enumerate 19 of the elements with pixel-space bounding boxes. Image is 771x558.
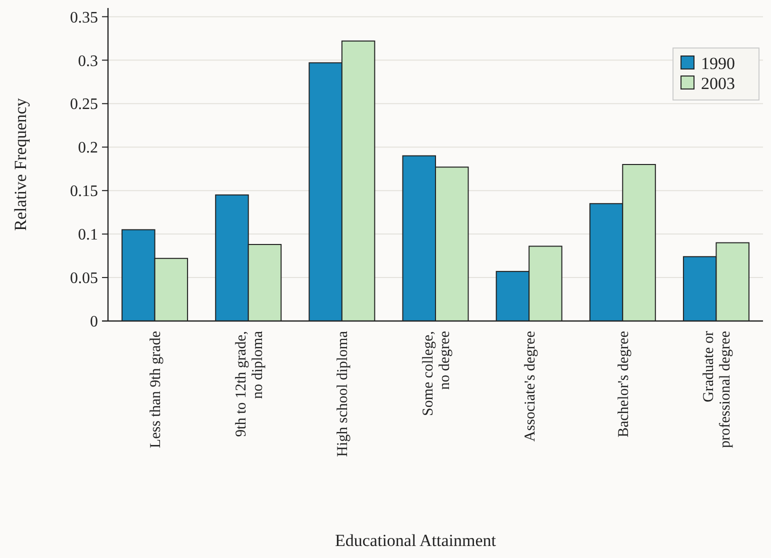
x-tick-label: Some college, no degree <box>420 330 453 416</box>
y-tick-label: 0.05 <box>70 270 98 288</box>
x-tick-label: Associate's degree <box>522 330 538 442</box>
y-tick-label: 0.1 <box>78 226 98 244</box>
x-tick-label: Bachelor's degree <box>616 330 632 438</box>
x-tick-label: Graduate or professional degree <box>701 330 734 448</box>
x-tick-label: High school diploma <box>335 330 352 457</box>
x-tick-label: 9th to 12th grade, no diploma <box>233 330 266 437</box>
y-axis-title: Relative Frequency <box>11 98 30 231</box>
x-axis-title: Educational Attainment <box>335 531 496 550</box>
legend-label: 1990 <box>701 54 735 73</box>
y-tick-label: 0.15 <box>70 183 98 200</box>
x-tick-label: Less than 9th grade <box>148 330 164 448</box>
y-tick-label: 0.35 <box>70 9 98 26</box>
y-tick-label: 0.3 <box>78 52 98 70</box>
y-tick-label: 0 <box>90 314 98 331</box>
y-tick-label: 0.2 <box>78 140 98 157</box>
y-tick-label: 0.25 <box>70 96 98 114</box>
legend-label: 2003 <box>701 74 735 93</box>
